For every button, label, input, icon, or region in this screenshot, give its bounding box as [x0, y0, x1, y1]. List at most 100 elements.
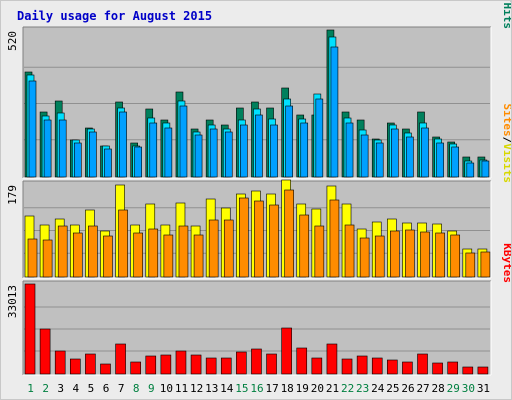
bar-pages-day-13	[209, 128, 218, 178]
bar-pages-day-20	[315, 98, 324, 178]
x-tick-label-day-18: 18	[281, 382, 294, 395]
bar-sites-day-21	[329, 199, 340, 278]
bar-kbytes-day-15	[236, 351, 247, 375]
bar-kbytes-day-10	[160, 354, 172, 375]
legend-entry-sites: Sites	[501, 104, 511, 137]
bar-sites-day-9	[148, 228, 159, 278]
x-tick-label-day-5: 5	[88, 382, 95, 395]
legend-entry-visits: Visits	[501, 143, 511, 183]
bar-sites-day-11	[178, 225, 189, 278]
bar-pages-day-14	[224, 131, 233, 178]
bar-pages-day-9	[149, 122, 158, 178]
bar-kbytes-day-16	[251, 348, 262, 375]
x-tick-label-day-6: 6	[103, 382, 110, 395]
x-tick-label-day-12: 12	[190, 382, 203, 395]
x-tick-label-day-17: 17	[265, 382, 278, 395]
legend-hits-files-pages: Pages/Files/Hits	[501, 1, 511, 29]
legend-visits-sites: Sites/Visits	[501, 104, 511, 184]
x-tick-label-day-11: 11	[175, 382, 188, 395]
bar-pages-day-11	[179, 105, 188, 178]
bar-kbytes-day-28	[432, 362, 443, 375]
x-tick-label-day-26: 26	[401, 382, 414, 395]
bar-pages-day-30	[466, 162, 475, 178]
legend-entry-hits: Hits	[501, 3, 511, 30]
y-max-label: 520	[6, 31, 19, 51]
x-tick-label-day-19: 19	[296, 382, 309, 395]
bar-kbytes-day-1	[24, 283, 36, 375]
legend-entry-kbytes: KBytes	[501, 243, 511, 283]
panel-hits-files-pages: 520 Pages/Files/Hits	[6, 1, 511, 179]
bar-kbytes-day-7	[115, 343, 126, 375]
bar-kbytes-day-27	[417, 353, 428, 375]
bar-sites-day-25	[390, 230, 400, 278]
bar-pages-day-8	[134, 146, 142, 178]
x-tick-label-day-14: 14	[220, 382, 234, 395]
y-max-label: 179	[6, 185, 19, 205]
bar-kbytes-day-3	[54, 350, 66, 375]
panel-visits-sites: 179 Sites/Visits	[6, 104, 511, 279]
bar-kbytes-day-30	[462, 366, 474, 375]
bar-pages-day-2	[43, 119, 52, 178]
bar-pages-day-25	[391, 128, 399, 178]
x-tick-label-day-24: 24	[371, 382, 385, 395]
bar-pages-day-4	[73, 142, 82, 178]
bar-sites-day-19	[299, 214, 310, 278]
bar-pages-day-26	[406, 136, 414, 178]
bar-kbytes-day-6	[100, 363, 111, 375]
x-tick-label-day-16: 16	[250, 382, 263, 395]
bar-kbytes-day-20	[311, 357, 323, 375]
bar-sites-day-26	[405, 229, 415, 278]
x-tick-label-day-31: 31	[477, 382, 490, 395]
bar-sites-day-17	[269, 204, 279, 278]
bar-pages-day-16	[255, 114, 263, 178]
bar-kbytes-day-18	[281, 327, 292, 375]
legend-kbytes: KBytes	[501, 243, 511, 283]
bar-pages-day-29	[451, 146, 460, 178]
bar-sites-day-2	[42, 239, 53, 278]
bar-pages-day-21	[330, 46, 339, 178]
bar-pages-day-28	[436, 142, 444, 178]
bar-pages-day-17	[270, 124, 278, 178]
bar-sites-day-10	[163, 234, 174, 278]
bar-kbytes-day-8	[130, 361, 141, 375]
bar-sites-day-27	[420, 231, 430, 278]
bar-kbytes-day-19	[296, 347, 308, 375]
bar-kbytes-day-25	[387, 359, 398, 375]
bar-pages-day-23	[360, 134, 369, 178]
bar-sites-day-22	[344, 224, 355, 278]
x-tick-label-day-7: 7	[118, 382, 125, 395]
bar-sites-day-6	[103, 235, 113, 278]
bar-sites-day-5	[88, 225, 98, 278]
x-tick-label-day-27: 27	[416, 382, 429, 395]
bar-kbytes-day-23	[356, 355, 368, 375]
legend-separator: /	[501, 1, 511, 3]
x-tick-label-day-23: 23	[356, 382, 369, 395]
x-tick-label-day-30: 30	[462, 382, 475, 395]
x-tick-label-day-2: 2	[42, 382, 49, 395]
x-tick-label-day-20: 20	[311, 382, 324, 395]
bar-kbytes-day-11	[175, 350, 187, 375]
bar-sites-day-14	[223, 219, 234, 278]
bar-kbytes-day-31	[477, 366, 489, 375]
bar-sites-day-23	[359, 237, 370, 278]
bar-sites-day-18	[284, 189, 294, 278]
bar-pages-day-3	[58, 119, 67, 178]
bar-sites-day-24	[374, 235, 385, 278]
bar-sites-day-1	[27, 238, 38, 278]
bar-sites-day-16	[254, 200, 264, 278]
x-tick-label-day-9: 9	[148, 382, 155, 395]
bar-pages-day-27	[421, 127, 429, 178]
bar-sites-day-29	[450, 234, 461, 278]
bar-kbytes-day-24	[371, 357, 383, 375]
x-tick-label-day-15: 15	[235, 382, 248, 395]
bar-pages-day-6	[104, 148, 112, 178]
bar-sites-day-20	[314, 225, 325, 278]
bar-kbytes-day-29	[447, 361, 459, 375]
bar-pages-day-12	[194, 134, 203, 178]
bar-kbytes-day-5	[85, 353, 96, 375]
bar-pages-day-22	[345, 122, 354, 178]
bar-sites-day-7	[118, 209, 128, 278]
bar-pages-day-19	[300, 122, 309, 178]
